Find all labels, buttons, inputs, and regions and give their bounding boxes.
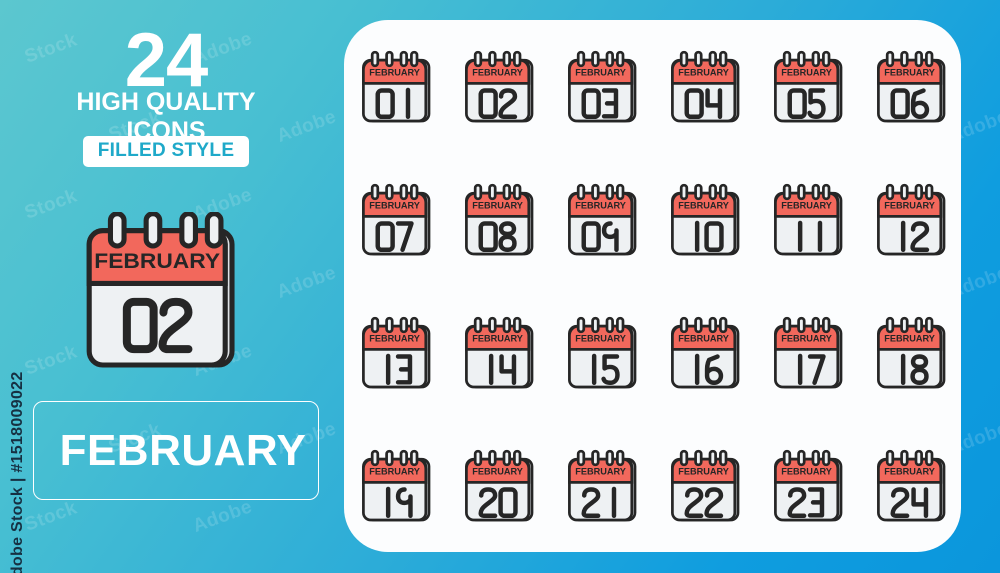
svg-text:FEBRUARY: FEBRUARY [781,67,832,77]
svg-text:FEBRUARY: FEBRUARY [370,333,421,343]
svg-text:FEBRUARY: FEBRUARY [884,466,935,476]
svg-text:FEBRUARY: FEBRUARY [472,200,523,210]
svg-text:FEBRUARY: FEBRUARY [781,333,832,343]
svg-text:FEBRUARY: FEBRUARY [678,333,729,343]
svg-text:FEBRUARY: FEBRUARY [94,249,220,273]
svg-text:FEBRUARY: FEBRUARY [472,333,523,343]
svg-text:FEBRUARY: FEBRUARY [678,200,729,210]
svg-text:FEBRUARY: FEBRUARY [575,466,626,476]
svg-text:FEBRUARY: FEBRUARY [575,67,626,77]
svg-text:FEBRUARY: FEBRUARY [575,333,626,343]
svg-text:FEBRUARY: FEBRUARY [370,67,421,77]
svg-text:FEBRUARY: FEBRUARY [781,466,832,476]
svg-text:FEBRUARY: FEBRUARY [370,200,421,210]
svg-text:FEBRUARY: FEBRUARY [884,333,935,343]
svg-text:FEBRUARY: FEBRUARY [678,466,729,476]
svg-text:FEBRUARY: FEBRUARY [884,200,935,210]
svg-text:FEBRUARY: FEBRUARY [472,67,523,77]
svg-text:FEBRUARY: FEBRUARY [781,200,832,210]
svg-text:FEBRUARY: FEBRUARY [678,67,729,77]
svg-text:FEBRUARY: FEBRUARY [575,200,626,210]
svg-text:FEBRUARY: FEBRUARY [472,466,523,476]
svg-text:FEBRUARY: FEBRUARY [370,466,421,476]
svg-text:FEBRUARY: FEBRUARY [884,67,935,77]
